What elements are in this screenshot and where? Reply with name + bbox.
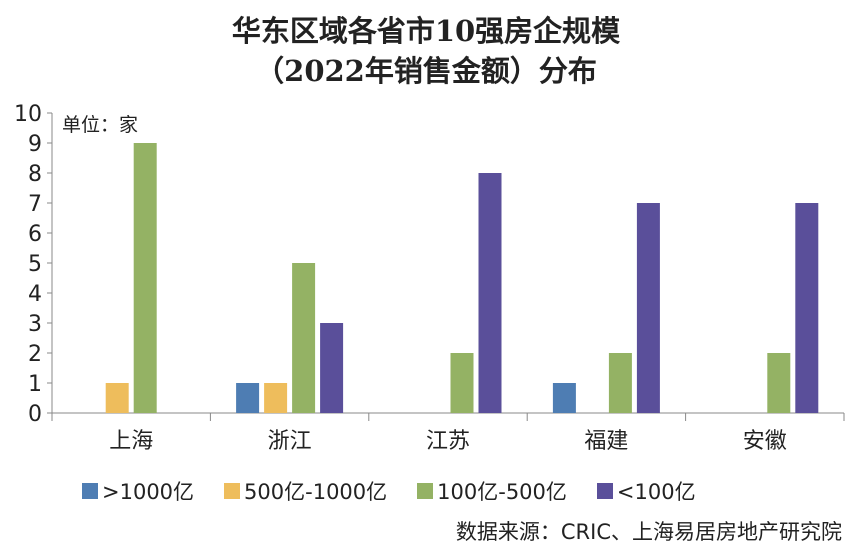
y-tick-label: 1 — [28, 372, 42, 397]
x-tick-label: 福建 — [584, 429, 628, 454]
x-tick-label: 浙江 — [268, 429, 312, 454]
legend-label: <100亿 — [616, 480, 696, 504]
bar — [264, 383, 288, 413]
legend-swatch — [596, 483, 613, 499]
legend-item: 100亿-500亿 — [417, 476, 567, 506]
source-note: 数据来源：CRIC、上海易居房地产研究院 — [455, 520, 842, 544]
y-tick-label: 9 — [28, 132, 42, 157]
legend-label: >1000亿 — [102, 480, 195, 504]
y-tick-label: 7 — [28, 192, 42, 217]
x-tick-label: 上海 — [109, 429, 153, 454]
chart-title-line-2: （2022年销售金额）分布 — [255, 54, 597, 88]
legend-label: 100亿-500亿 — [437, 480, 567, 504]
y-tick-label: 3 — [28, 312, 42, 337]
bar — [552, 383, 576, 413]
x-tick-label: 安徽 — [743, 429, 787, 454]
legend-label: 500亿-1000亿 — [244, 480, 388, 504]
bar — [450, 353, 474, 413]
y-tick-label: 2 — [28, 342, 42, 367]
x-tick-label: 江苏 — [426, 429, 470, 454]
bar — [478, 173, 502, 413]
legend-item: >1000亿 — [82, 476, 194, 506]
legend-item: <100亿 — [596, 476, 696, 506]
bar — [105, 383, 129, 413]
y-tick-label: 4 — [28, 282, 42, 307]
legend: >1000亿 500亿-1000亿 100亿-500亿 <100亿 — [82, 476, 696, 506]
unit-label: 单位：家 — [62, 114, 138, 136]
bar — [320, 323, 344, 413]
y-tick-label: 8 — [28, 162, 42, 187]
bar — [236, 383, 260, 413]
bar — [636, 203, 660, 413]
bar — [292, 263, 316, 413]
bar — [133, 143, 157, 413]
y-tick-label: 5 — [28, 252, 42, 277]
legend-swatch — [82, 483, 98, 499]
y-tick-label: 6 — [28, 222, 42, 247]
legend-item: 500亿-1000亿 — [224, 476, 387, 506]
legend-swatch — [417, 483, 434, 499]
bar — [795, 203, 819, 413]
legend-swatch — [224, 483, 241, 499]
chart-title-line-1: 华东区域各省市10强房企规模 — [231, 14, 621, 48]
bar — [608, 353, 632, 413]
y-tick-label: 10 — [14, 102, 42, 127]
bar — [767, 353, 791, 413]
y-tick-label: 0 — [28, 402, 42, 427]
